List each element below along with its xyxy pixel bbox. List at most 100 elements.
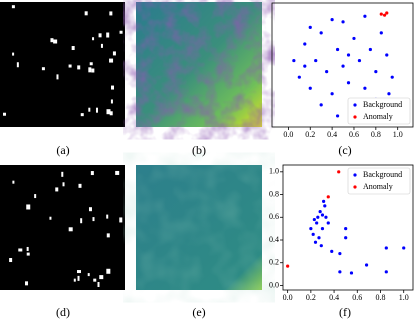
x-tick-label: 0.8 xyxy=(371,130,381,139)
speck xyxy=(88,107,91,112)
x-tick-label: 1.0 xyxy=(393,130,403,139)
y-tick-label: 0.2 xyxy=(269,258,279,267)
point xyxy=(325,70,329,74)
point xyxy=(319,244,323,248)
point xyxy=(338,270,342,274)
point xyxy=(346,81,351,85)
speck xyxy=(109,11,113,16)
speck xyxy=(99,275,104,280)
speck xyxy=(109,111,113,116)
speck xyxy=(98,33,102,38)
x-tick-label: 0.8 xyxy=(376,293,386,302)
caption: (f) xyxy=(339,305,351,319)
speck xyxy=(16,62,19,68)
point xyxy=(303,42,307,46)
point xyxy=(297,75,301,79)
image-e-texture xyxy=(136,165,262,290)
point xyxy=(337,170,341,174)
point xyxy=(311,232,315,236)
speck xyxy=(106,32,110,38)
legend-label: Background xyxy=(363,100,402,109)
speck xyxy=(106,109,111,115)
speck xyxy=(97,282,100,288)
point xyxy=(323,204,327,208)
caption: (b) xyxy=(192,143,206,157)
caption: (a) xyxy=(56,143,69,157)
legend-box xyxy=(347,97,411,125)
legend-label: Anomaly xyxy=(363,112,393,121)
point xyxy=(286,264,290,268)
speck xyxy=(115,170,120,175)
point xyxy=(385,11,389,15)
point xyxy=(320,227,325,231)
mask-image-a xyxy=(0,2,125,127)
point xyxy=(390,75,394,79)
legend-marker xyxy=(353,173,357,177)
speck xyxy=(109,58,114,63)
speck xyxy=(61,171,64,177)
point xyxy=(341,64,345,68)
point xyxy=(320,213,325,217)
speck xyxy=(53,39,58,44)
x-tick-label: 0.0 xyxy=(283,130,293,139)
legend-label: Anomaly xyxy=(363,182,393,191)
point xyxy=(352,36,356,41)
speck xyxy=(80,218,83,224)
image-b-texture xyxy=(136,2,262,127)
point xyxy=(319,103,323,107)
point xyxy=(379,12,383,16)
legend-label: Background xyxy=(363,170,402,179)
speck xyxy=(62,182,65,187)
point xyxy=(349,271,354,275)
point xyxy=(326,221,330,225)
speck xyxy=(12,180,15,184)
speck xyxy=(12,52,15,56)
x-tick-label: 0.2 xyxy=(305,130,315,139)
y-tick-label: 1.0 xyxy=(269,167,279,176)
point xyxy=(326,195,330,199)
legend-box xyxy=(347,167,411,195)
mask-image-d xyxy=(0,165,125,290)
speck xyxy=(111,85,115,90)
speck xyxy=(106,268,111,274)
point xyxy=(319,31,323,35)
point xyxy=(330,18,334,22)
speck xyxy=(77,65,81,70)
speck xyxy=(9,258,13,263)
speck xyxy=(26,246,29,251)
speck xyxy=(106,214,109,219)
speck xyxy=(71,46,75,51)
speck xyxy=(119,217,123,223)
x-tick-label: 0.4 xyxy=(329,293,339,302)
speck xyxy=(92,217,95,222)
speck xyxy=(41,67,45,71)
y-tick-label: 0.8 xyxy=(269,189,279,198)
point xyxy=(346,53,351,57)
speck xyxy=(110,99,113,104)
point xyxy=(316,215,320,219)
point xyxy=(384,246,388,250)
speck xyxy=(88,67,92,73)
point xyxy=(357,58,362,63)
speck xyxy=(119,30,123,34)
point xyxy=(318,209,322,214)
point xyxy=(344,236,348,240)
speck xyxy=(88,207,92,212)
speck xyxy=(55,187,59,192)
y-tick-label: 0.6 xyxy=(269,212,279,221)
point xyxy=(322,199,326,203)
point xyxy=(385,53,389,57)
point xyxy=(315,221,319,225)
point xyxy=(374,70,378,74)
speck xyxy=(26,252,30,256)
speck xyxy=(56,74,59,80)
speck xyxy=(68,227,73,232)
speck xyxy=(25,281,29,286)
point xyxy=(317,236,321,240)
point xyxy=(308,86,312,90)
speck xyxy=(34,194,37,199)
y-tick-label: 0.4 xyxy=(269,235,279,244)
point xyxy=(341,20,345,24)
speck xyxy=(49,216,52,220)
